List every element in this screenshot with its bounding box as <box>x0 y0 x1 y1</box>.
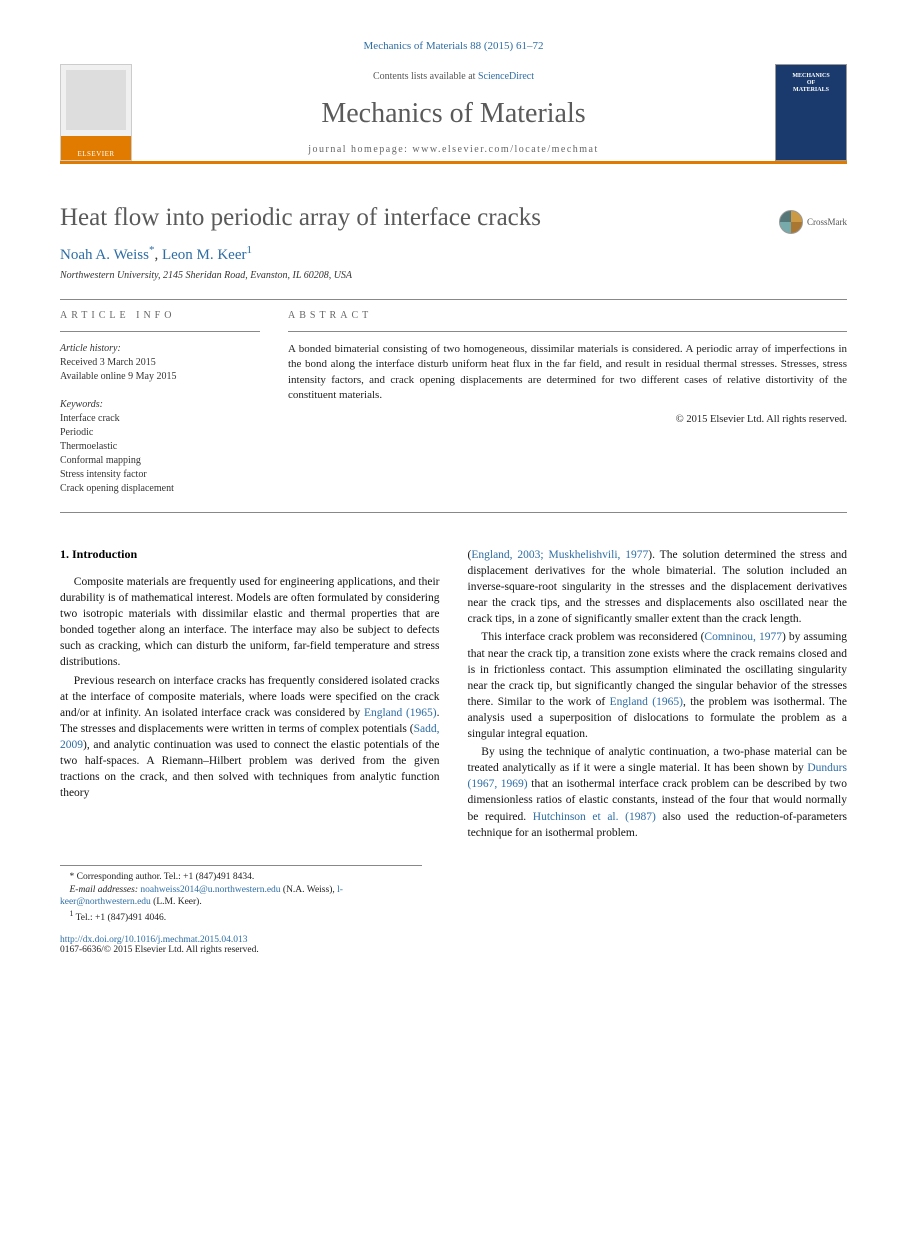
keyword: Stress intensity factor <box>60 469 147 480</box>
email-footnote: E-mail addresses: noahweiss2014@u.northw… <box>60 884 422 910</box>
article-info-column: ARTICLE INFO Article history: Received 3… <box>60 310 260 496</box>
doi-link[interactable]: http://dx.doi.org/10.1016/j.mechmat.2015… <box>60 935 247 945</box>
authors-line: Noah A. Weiss*, Leon M. Keer1 <box>60 244 847 264</box>
author-2-sup: 1 <box>247 244 253 256</box>
issn-copyright: 0167-6636/© 2015 Elsevier Ltd. All right… <box>60 945 259 955</box>
homepage-prefix: journal homepage: <box>308 144 412 155</box>
body-paragraph: (England, 2003; Muskhelishvili, 1977). T… <box>468 547 848 627</box>
journal-name: Mechanics of Materials <box>144 98 763 130</box>
email-who: (N.A. Weiss), <box>281 885 338 895</box>
divider <box>60 512 847 513</box>
citation-link[interactable]: England (1965) <box>610 696 683 708</box>
author-separator: , <box>154 247 162 263</box>
divider <box>60 331 260 332</box>
email-who: (L.M. Keer). <box>151 897 202 907</box>
divider <box>288 331 847 332</box>
history-label: Article history: <box>60 343 121 354</box>
abstract-header: ABSTRACT <box>288 310 847 321</box>
journal-homepage-line: journal homepage: www.elsevier.com/locat… <box>144 144 763 155</box>
crossmark-label: CrossMark <box>807 217 847 227</box>
elsevier-logo-text: ELSEVIER <box>61 150 131 158</box>
affiliation: Northwestern University, 2145 Sheridan R… <box>60 270 847 281</box>
article-info-header: ARTICLE INFO <box>60 310 260 321</box>
body-paragraph: This interface crack problem was reconsi… <box>468 629 848 742</box>
abstract-column: ABSTRACT A bonded bimaterial consisting … <box>288 310 847 496</box>
body-paragraph: Composite materials are frequently used … <box>60 574 440 671</box>
title-block: Heat flow into periodic array of interfa… <box>60 204 847 234</box>
citation-link[interactable]: Hutchinson et al. (1987) <box>533 811 656 823</box>
contents-prefix: Contents lists available at <box>373 71 478 82</box>
keyword: Crack opening displacement <box>60 483 174 494</box>
copyright-line: © 2015 Elsevier Ltd. All rights reserved… <box>288 414 847 425</box>
keyword: Thermoelastic <box>60 441 117 452</box>
body-column-right: (England, 2003; Muskhelishvili, 1977). T… <box>468 547 848 843</box>
footnotes: * Corresponding author. Tel.: +1 (847)49… <box>60 865 422 925</box>
crossmark-icon <box>779 210 803 234</box>
article-info-row: ARTICLE INFO Article history: Received 3… <box>60 310 847 496</box>
keyword: Interface crack <box>60 413 120 424</box>
sciencedirect-link[interactable]: ScienceDirect <box>478 71 534 82</box>
masthead-center: Contents lists available at ScienceDirec… <box>144 64 763 161</box>
tel-footnote: 1 Tel.: +1 (847)491 4046. <box>60 909 422 925</box>
keywords-label: Keywords: <box>60 399 103 410</box>
article-history: Article history: Received 3 March 2015 A… <box>60 342 260 384</box>
abstract-text: A bonded bimaterial consisting of two ho… <box>288 342 847 404</box>
tel-text: Tel.: +1 (847)491 4046. <box>73 913 166 923</box>
para-text: By using the technique of analytic conti… <box>468 746 848 774</box>
article-title: Heat flow into periodic array of interfa… <box>60 204 779 232</box>
introduction-heading: 1. Introduction <box>60 547 440 562</box>
corresponding-author-footnote: * Corresponding author. Tel.: +1 (847)49… <box>60 871 422 884</box>
citation-link[interactable]: Comninou, 1977 <box>704 631 782 643</box>
history-online: Available online 9 May 2015 <box>60 371 176 382</box>
para-text: ), and analytic continuation was used to… <box>60 739 440 799</box>
doi-block: http://dx.doi.org/10.1016/j.mechmat.2015… <box>60 935 847 955</box>
journal-cover-thumbnail <box>775 64 847 161</box>
keyword: Periodic <box>60 427 93 438</box>
history-received: Received 3 March 2015 <box>60 357 156 368</box>
email-label: E-mail addresses: <box>70 885 139 895</box>
citation-link[interactable]: England, 2003; Muskhelishvili, 1977 <box>471 549 648 561</box>
email-link[interactable]: noahweiss2014@u.northwestern.edu <box>140 885 280 895</box>
keyword: Conformal mapping <box>60 455 141 466</box>
citation-link[interactable]: England (1965) <box>364 707 437 719</box>
body-paragraph: Previous research on interface cracks ha… <box>60 673 440 802</box>
keywords-block: Keywords: Interface crack Periodic Therm… <box>60 398 260 496</box>
para-text: This interface crack problem was reconsi… <box>481 631 704 643</box>
divider <box>60 299 847 300</box>
body-column-left: 1. Introduction Composite materials are … <box>60 547 440 843</box>
homepage-url: www.elsevier.com/locate/mechmat <box>412 144 598 155</box>
contents-lists-line: Contents lists available at ScienceDirec… <box>144 71 763 82</box>
article-page: Mechanics of Materials 88 (2015) 61–72 E… <box>0 0 907 995</box>
body-paragraph: By using the technique of analytic conti… <box>468 744 848 841</box>
elsevier-logo: ELSEVIER <box>60 64 132 161</box>
author-1-link[interactable]: Noah A. Weiss <box>60 247 149 263</box>
journal-masthead: ELSEVIER Contents lists available at Sci… <box>60 64 847 164</box>
body-columns: 1. Introduction Composite materials are … <box>60 547 847 843</box>
citation-line: Mechanics of Materials 88 (2015) 61–72 <box>60 40 847 52</box>
author-2-link[interactable]: Leon M. Keer <box>162 247 247 263</box>
crossmark-badge[interactable]: CrossMark <box>779 210 847 234</box>
